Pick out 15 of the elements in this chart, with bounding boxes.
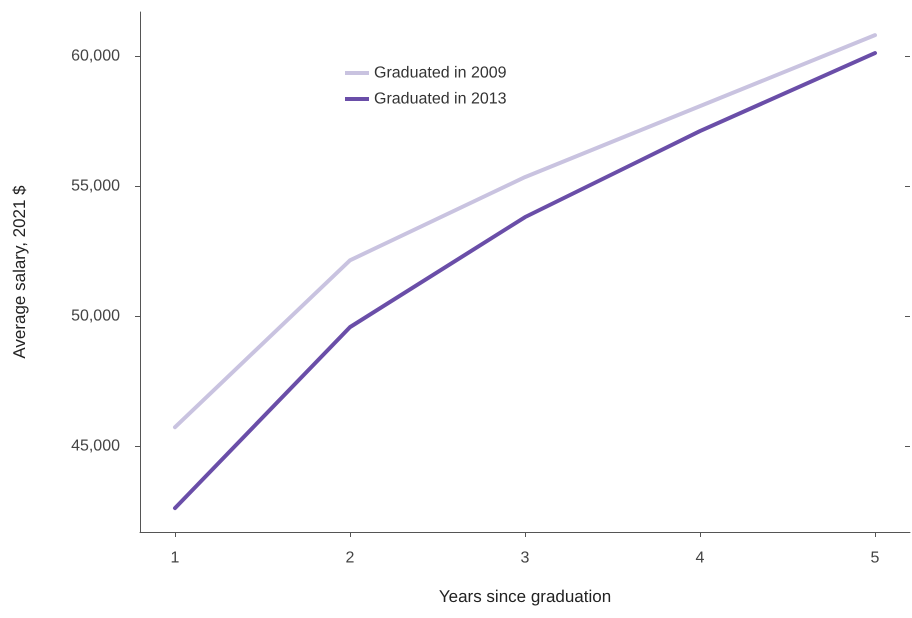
y-axis-title: Average salary, 2021 $: [10, 184, 29, 359]
legend-label: Graduated in 2009: [374, 64, 507, 82]
line-series: [173, 51, 877, 510]
x-tick-label: 5: [870, 550, 880, 566]
y-tick-label: 60,000: [71, 48, 120, 65]
y-tick-label: 55,000: [71, 178, 120, 195]
legend-label: Graduated in 2013: [374, 90, 507, 108]
x-tick-label: 1: [170, 550, 180, 566]
x-tick-label: 4: [696, 550, 705, 566]
y-tick-label: 50,000: [71, 308, 120, 325]
x-tick-label: 2: [346, 550, 355, 566]
x-tick-label: 3: [520, 550, 530, 566]
line-series: [173, 33, 877, 430]
y-tick-label: 45,000: [71, 438, 120, 455]
x-axis-title: Years since graduation: [438, 587, 612, 606]
